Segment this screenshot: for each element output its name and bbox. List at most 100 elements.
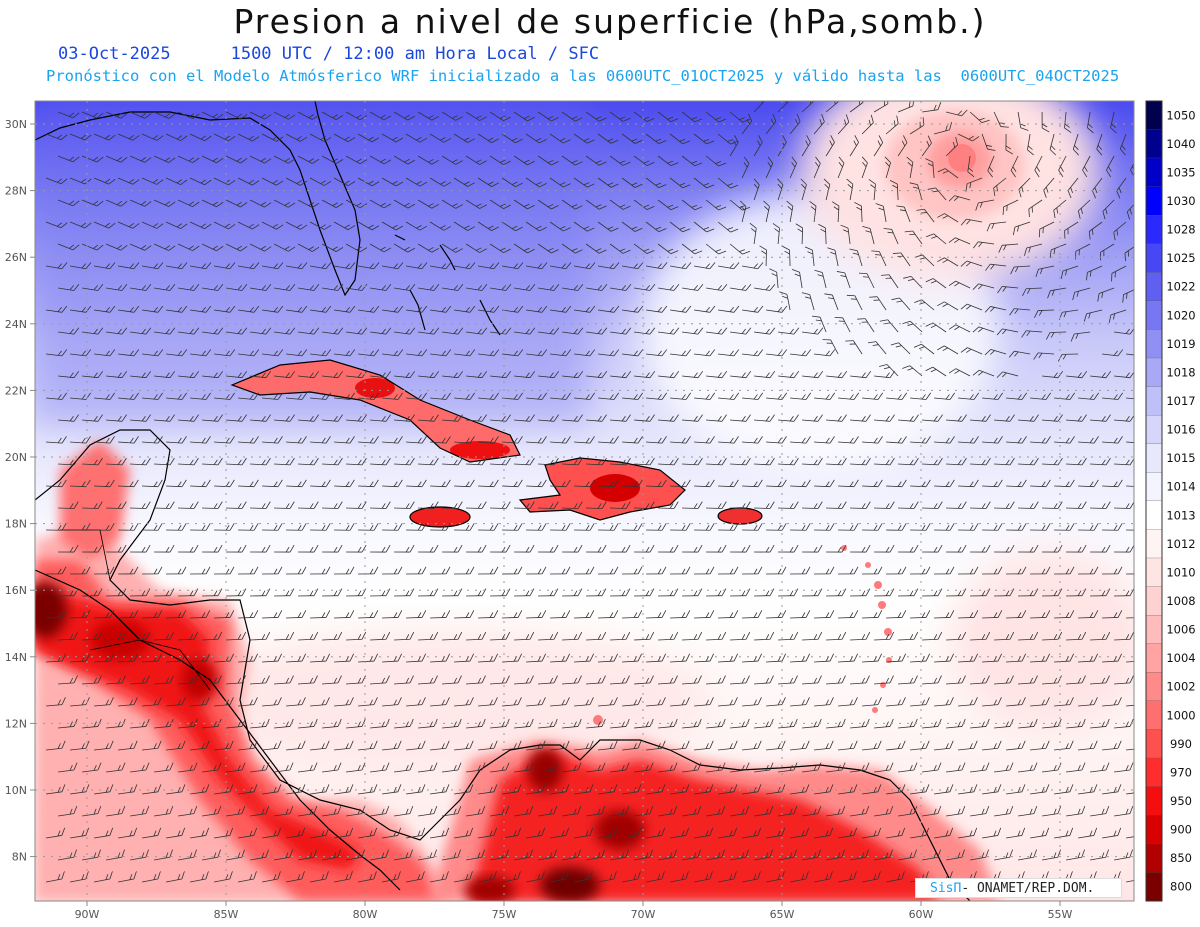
wind-barb <box>926 233 947 245</box>
lon-label: 65W <box>770 908 795 921</box>
wind-barb <box>441 199 463 209</box>
wind-barb <box>948 237 971 245</box>
colorbar-label: 1017 <box>1166 394 1195 408</box>
wind-barb <box>837 114 850 135</box>
wind-barb <box>967 155 975 178</box>
wind-barb <box>513 199 535 210</box>
wind-barb <box>81 199 104 207</box>
map-title: Presion a nivel de superficie (hPa,somb.… <box>233 2 987 41</box>
colorbar-segment <box>1146 272 1162 302</box>
wind-barb <box>513 155 535 166</box>
wind-barb <box>381 133 404 143</box>
colorbar-label: 1010 <box>1166 565 1195 579</box>
wind-barb <box>46 262 68 270</box>
wind-barb <box>825 135 835 157</box>
wind-barb <box>238 262 260 270</box>
wind-barb <box>333 133 356 143</box>
wind-barb <box>502 262 524 270</box>
wind-barb <box>657 111 679 123</box>
wind-barb <box>1041 111 1050 133</box>
wind-barb <box>871 250 887 267</box>
colorbar-label: 1035 <box>1166 165 1195 179</box>
longitude-labels: 90W 85W 80W 75W 70W 65W 60W 55W <box>75 901 1073 921</box>
wind-barb <box>885 115 899 135</box>
credit-box: SisΠ- ONAMET/REP.DOM. <box>915 878 1122 898</box>
wind-barb <box>1022 287 1043 297</box>
wind-barb <box>786 200 794 223</box>
wind-barb <box>274 283 296 291</box>
colorbar-segment <box>1146 129 1162 159</box>
wind-barb <box>633 155 655 166</box>
wind-barb <box>827 247 839 267</box>
wind-barb <box>81 243 104 251</box>
wind-barb <box>1119 133 1127 156</box>
wind-barb <box>846 178 854 201</box>
wind-barb <box>1012 221 1031 236</box>
wind-barb <box>190 262 212 270</box>
colorbar-segment <box>1146 186 1162 216</box>
wind-barb <box>417 155 440 165</box>
wind-barb <box>573 221 595 232</box>
lat-label: 26N <box>5 251 27 264</box>
wind-barb <box>262 262 284 270</box>
wind-barb <box>585 155 607 166</box>
wind-barb <box>214 305 236 313</box>
forecast-time: 1500 UTC / 12:00 am Hora Local / SFC <box>230 44 600 64</box>
wind-barb <box>561 243 583 254</box>
lon-label: 70W <box>631 908 656 921</box>
wind-barb <box>453 221 475 231</box>
wind-barb <box>261 177 284 186</box>
wind-barb <box>789 156 797 179</box>
wind-barb <box>1034 155 1043 178</box>
wind-barb <box>153 111 176 119</box>
wind-barb <box>717 177 739 189</box>
lon-label: 85W <box>214 908 239 921</box>
wind-barb <box>370 283 392 291</box>
colorbar-label: 1013 <box>1166 508 1195 522</box>
wind-barb <box>840 224 851 245</box>
wind-barb <box>153 155 176 163</box>
wind-barb <box>250 283 272 291</box>
wind-barb <box>597 133 619 144</box>
wind-barb <box>393 243 416 253</box>
wind-barb <box>975 199 995 211</box>
wind-barb <box>405 177 428 187</box>
wind-barb <box>441 155 463 165</box>
wind-barb <box>753 101 766 113</box>
lat-label: 28N <box>5 185 27 198</box>
wind-barb <box>705 199 727 211</box>
wind-barb <box>226 283 248 291</box>
wind-barb <box>309 221 332 230</box>
wind-barb <box>873 135 884 157</box>
wind-barb <box>477 133 499 143</box>
sispi-logo: SisΠ <box>930 881 962 896</box>
colorbar-segment <box>1146 615 1162 645</box>
lon-label: 80W <box>353 908 378 921</box>
wind-barb <box>1028 199 1043 218</box>
wind-barb <box>729 199 751 211</box>
wind-barb <box>925 278 947 289</box>
wind-barb <box>297 155 320 164</box>
wind-barb <box>945 109 968 117</box>
wind-barb <box>153 199 176 207</box>
wind-barb <box>1049 133 1057 156</box>
wind-barb <box>321 111 344 120</box>
wind-barb <box>645 177 667 189</box>
wind-barb <box>801 101 815 113</box>
wind-barb <box>1113 221 1127 241</box>
wind-barb <box>346 283 368 291</box>
wind-barb <box>105 155 128 163</box>
wind-barb <box>358 305 380 313</box>
wind-barb <box>669 177 691 189</box>
wind-barb <box>537 111 559 122</box>
wind-barb <box>465 111 487 121</box>
colorbar-label: 1012 <box>1166 537 1195 551</box>
wind-barb <box>393 199 416 209</box>
colorbar-label: 1028 <box>1166 223 1195 237</box>
pressure-colorbar: 1050 1040 1035 1030 1028 1025 1022 1020 1019 1018… <box>1145 100 1196 902</box>
wind-barb <box>998 243 1019 253</box>
wind-barb <box>1035 265 1055 278</box>
colorbar-label: 950 <box>1170 794 1192 808</box>
wind-barb <box>633 243 655 254</box>
wind-barb <box>897 101 915 113</box>
